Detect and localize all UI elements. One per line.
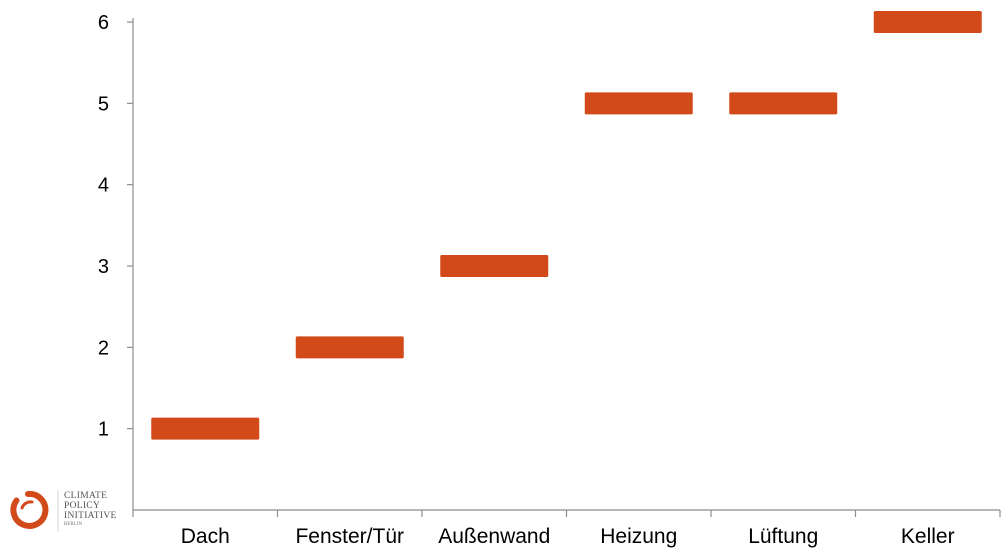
x-tick-label: Heizung [600, 525, 677, 548]
bar-fenster-t-r [295, 336, 404, 359]
y-tick-label: 2 [98, 337, 109, 359]
bar-außenwand [440, 255, 549, 277]
y-tick-label: 6 [98, 12, 109, 34]
axes [127, 18, 1001, 517]
bar-dach [151, 417, 260, 440]
logo-ring-icon [10, 490, 49, 529]
logo-line-initiative: INITIATIVE [64, 511, 117, 521]
y-tick-label: 5 [98, 93, 109, 115]
x-tick-label: Lüftung [748, 525, 818, 548]
y-tick-labels: 1 2 3 4 5 6 [98, 12, 109, 441]
x-tick-labels: Dach Fenster/Tür Außenwand Heizung Lüftung Ke… [181, 525, 955, 548]
y-tick-label: 3 [98, 256, 109, 278]
logo-line-climate: CLIMATE [64, 491, 107, 501]
bar-l-ftung [729, 92, 838, 115]
logo-line-berlin: BERLIN [64, 522, 82, 527]
x-tick-label: Fenster/Tür [295, 525, 404, 548]
bar-keller [873, 11, 982, 33]
bar-heizung [584, 92, 693, 115]
x-tick-label: Dach [181, 525, 230, 548]
x-tick-label: Außenwand [438, 525, 550, 548]
y-tick-label: 4 [98, 175, 109, 197]
logo-line-policy: POLICY [64, 501, 100, 511]
x-tick-label: Keller [901, 525, 955, 548]
climate-policy-initiative-logo: CLIMATE POLICY INITIATIVE BERLIN [10, 490, 117, 532]
bar-marks [151, 11, 982, 440]
y-tick-label: 1 [98, 419, 109, 441]
